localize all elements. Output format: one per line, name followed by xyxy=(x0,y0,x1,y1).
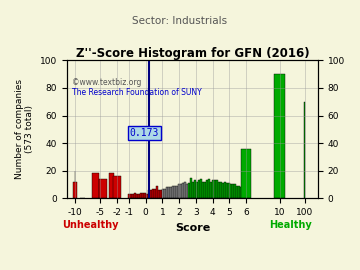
Text: Healthy: Healthy xyxy=(269,220,312,230)
Bar xyxy=(196,182,198,198)
Bar xyxy=(113,176,121,198)
Text: Unhealthy: Unhealthy xyxy=(62,220,118,230)
Bar xyxy=(232,184,234,198)
Bar xyxy=(128,194,130,198)
Bar xyxy=(234,184,236,198)
Bar xyxy=(208,179,210,198)
Bar xyxy=(200,179,202,198)
Text: The Research Foundation of SUNY: The Research Foundation of SUNY xyxy=(72,88,202,97)
Bar xyxy=(109,173,114,198)
Bar xyxy=(238,186,240,198)
Bar xyxy=(146,194,148,198)
Bar xyxy=(230,184,232,198)
Bar xyxy=(210,182,212,198)
Bar xyxy=(132,194,134,198)
Bar xyxy=(206,180,208,198)
Bar xyxy=(91,173,99,198)
Bar xyxy=(180,184,182,198)
Bar xyxy=(220,182,222,198)
Bar xyxy=(242,187,244,198)
Bar xyxy=(241,148,251,198)
Bar xyxy=(226,183,228,198)
Bar xyxy=(134,193,136,198)
Bar xyxy=(138,194,140,198)
Bar xyxy=(136,194,138,198)
Bar xyxy=(99,179,107,198)
Bar xyxy=(164,188,166,198)
Bar xyxy=(236,186,238,198)
Bar xyxy=(182,183,184,198)
Bar xyxy=(140,193,142,198)
Bar xyxy=(152,188,154,198)
Bar xyxy=(212,180,214,198)
Text: ©www.textbiz.org: ©www.textbiz.org xyxy=(72,78,141,87)
X-axis label: Score: Score xyxy=(175,222,210,232)
Bar xyxy=(156,186,158,198)
Bar xyxy=(178,184,180,198)
Y-axis label: Number of companies
(573 total): Number of companies (573 total) xyxy=(15,79,35,179)
Bar xyxy=(274,74,285,198)
Bar xyxy=(172,186,174,198)
Bar xyxy=(192,182,194,198)
Bar xyxy=(142,193,144,198)
Bar xyxy=(170,187,172,198)
Bar xyxy=(158,190,160,198)
Bar xyxy=(148,190,150,198)
Bar xyxy=(218,182,220,198)
Bar xyxy=(166,187,168,198)
Bar xyxy=(160,190,162,198)
Bar xyxy=(174,186,176,198)
Text: Sector: Industrials: Sector: Industrials xyxy=(132,16,228,26)
Bar xyxy=(154,188,156,198)
Bar xyxy=(150,190,152,198)
Bar xyxy=(216,180,218,198)
Bar xyxy=(224,182,226,198)
Bar xyxy=(204,182,206,198)
Bar xyxy=(240,187,242,198)
Text: 0.173: 0.173 xyxy=(130,128,159,138)
Title: Z''-Score Histogram for GFN (2016): Z''-Score Histogram for GFN (2016) xyxy=(76,48,309,60)
Bar xyxy=(130,194,132,198)
Bar xyxy=(186,184,188,198)
Bar xyxy=(176,186,178,198)
Bar xyxy=(184,182,186,198)
Bar xyxy=(198,180,200,198)
Bar xyxy=(190,178,192,198)
Bar xyxy=(228,183,230,198)
Bar xyxy=(162,188,164,198)
Bar xyxy=(202,182,204,198)
Bar xyxy=(214,180,216,198)
Bar xyxy=(188,183,190,198)
Bar xyxy=(222,183,224,198)
Bar xyxy=(194,180,196,198)
Bar xyxy=(73,182,77,198)
Bar xyxy=(168,187,170,198)
Bar xyxy=(144,193,146,198)
